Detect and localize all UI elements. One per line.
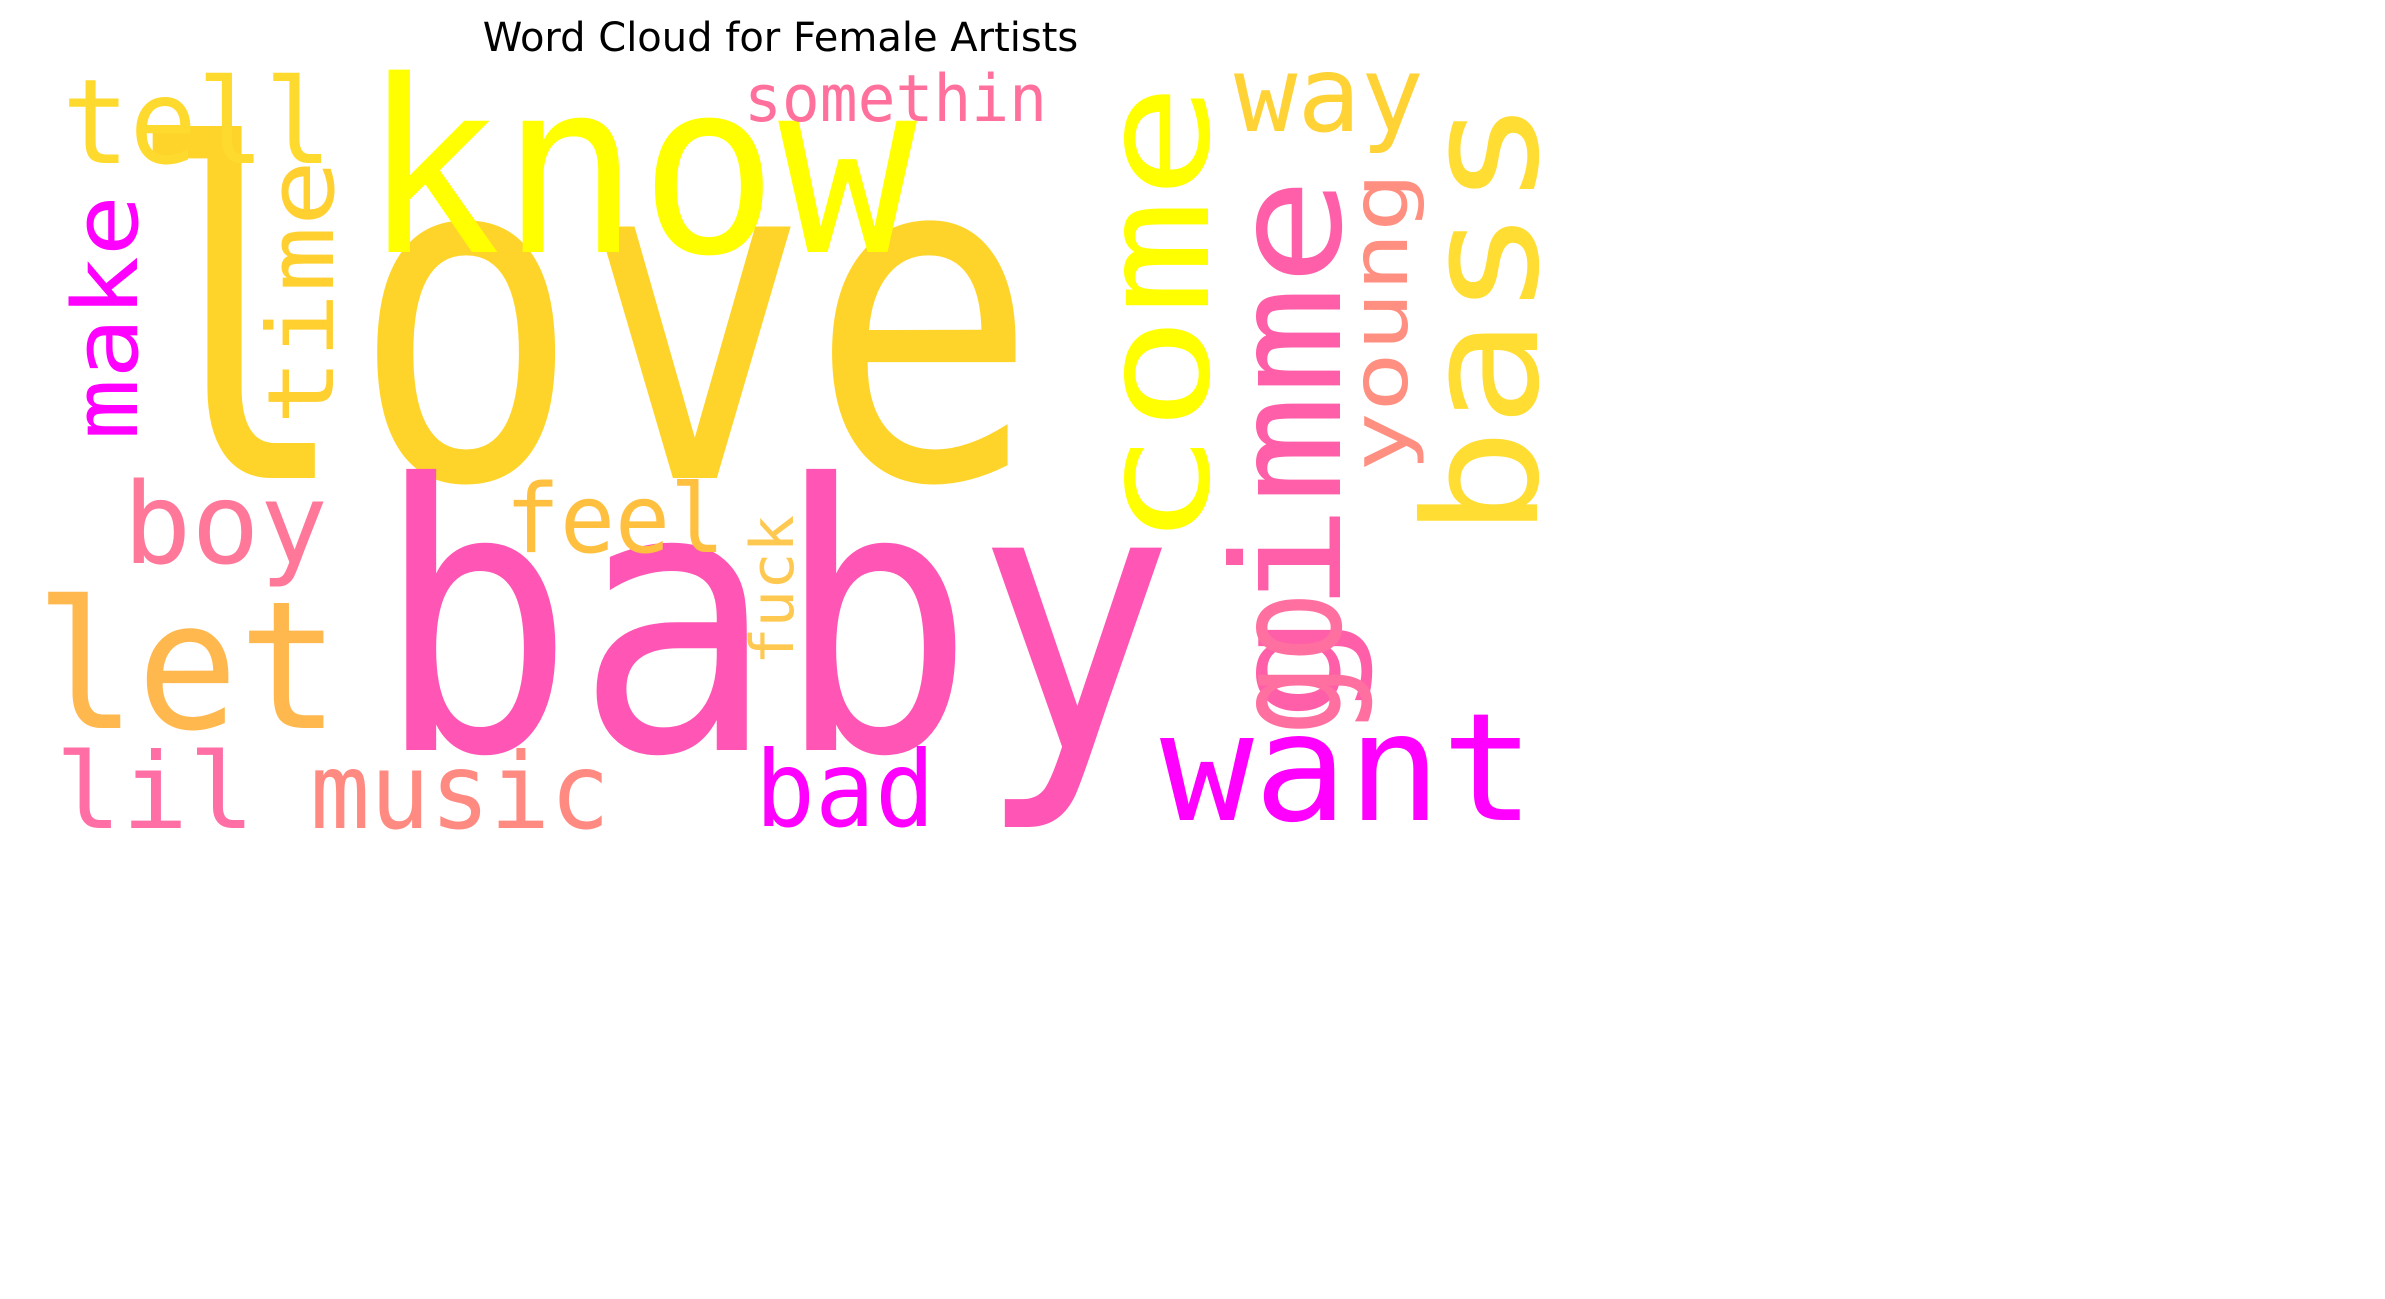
word-fuck: fuck <box>738 515 808 665</box>
word-boy: boy <box>123 460 328 590</box>
word-make: make <box>54 195 159 440</box>
word-music: music <box>310 731 610 850</box>
word-cloud-title: Word Cloud for Female Artists <box>482 15 1079 61</box>
word-time: time <box>248 160 355 425</box>
word-gimme: gimme <box>1202 177 1376 722</box>
word-cloud: love baby know tell somethin way boy fee… <box>35 29 1561 850</box>
word-young: young <box>1336 172 1426 472</box>
word-come: come <box>1070 83 1244 548</box>
word-know: know <box>362 29 917 309</box>
word-tell: tell <box>62 53 332 191</box>
word-somethin: somethin <box>744 62 1047 137</box>
word-baby: baby <box>375 408 1175 838</box>
word-bad: bad <box>755 729 935 850</box>
word-love: love <box>123 52 1038 587</box>
word-lil: lil <box>55 731 255 850</box>
word-bass: bass <box>1391 98 1561 538</box>
word-go: go <box>1202 591 1376 736</box>
word-let: let <box>35 563 340 770</box>
word-way: way <box>1234 34 1424 156</box>
word-feel: feel <box>505 465 725 575</box>
word-want: want <box>1160 682 1535 850</box>
